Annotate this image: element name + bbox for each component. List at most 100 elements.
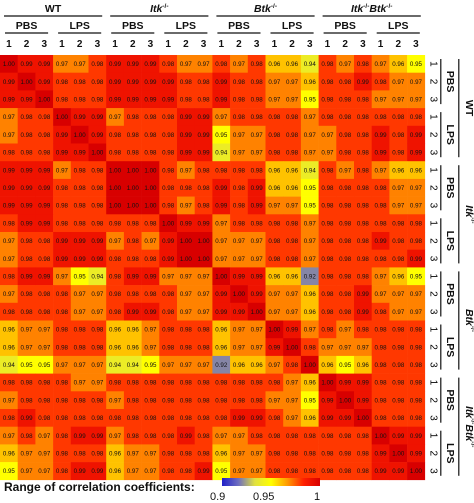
heatmap-cell xyxy=(354,249,372,268)
heatmap-cell xyxy=(53,55,72,73)
heatmap-cell xyxy=(159,391,178,410)
cell-value-label: 0.97 xyxy=(144,344,157,351)
cell-value-label: 0.98 xyxy=(144,433,157,440)
cell-value-label: 0.99 xyxy=(144,96,157,103)
cell-value-label: 0.97 xyxy=(180,273,193,280)
heatmap-cell xyxy=(159,320,178,339)
cell-value-label: 0.98 xyxy=(56,327,69,334)
heatmap-cell xyxy=(0,125,18,144)
cell-value-label: 0.97 xyxy=(268,203,281,210)
heatmap-cell xyxy=(88,108,107,127)
heatmap-cell xyxy=(0,267,18,286)
cell-value-label: 0.98 xyxy=(162,433,175,440)
heatmap-cell xyxy=(194,214,213,233)
cell-value-label: 0.97 xyxy=(251,150,264,157)
heatmap-cell xyxy=(194,90,213,109)
heatmap-cell xyxy=(230,426,249,445)
cell-value-label: 0.97 xyxy=(38,327,51,334)
cell-value-label: 0.98 xyxy=(375,220,388,227)
cell-value-label: 0.94 xyxy=(127,362,140,369)
heatmap-cell xyxy=(336,72,355,91)
cell-value-label: 0.97 xyxy=(268,79,281,86)
cell-value-label: 0.99 xyxy=(410,132,423,139)
cell-value-label: 1.00 xyxy=(3,61,16,68)
heatmap-cell xyxy=(141,55,160,73)
cell-value-label: 0.98 xyxy=(321,238,334,245)
cell-value-label: 1.00 xyxy=(56,114,69,121)
cell-value-label: 0.98 xyxy=(286,150,299,157)
heatmap-cell xyxy=(371,161,390,180)
heatmap-cell xyxy=(300,355,319,374)
heatmap-cell xyxy=(53,373,72,392)
heatmap-cell xyxy=(0,72,18,91)
cell-value-label: 0.98 xyxy=(162,397,175,404)
heatmap-cell xyxy=(407,373,426,392)
cell-value-label: 0.99 xyxy=(3,167,16,174)
cell-value-label: 0.97 xyxy=(144,468,157,475)
cell-value-label: 0.97 xyxy=(410,291,423,298)
heatmap-cell xyxy=(35,444,54,463)
cell-value-label: 0.97 xyxy=(392,79,405,86)
cell-value-label: 0.98 xyxy=(127,256,140,263)
heatmap-cell xyxy=(88,285,107,304)
cell-value-label: 0.96 xyxy=(3,450,16,457)
cell-value-label: 0.98 xyxy=(38,291,51,298)
cell-value-label: 1.00 xyxy=(144,185,157,192)
heatmap-cell xyxy=(159,462,178,481)
cell-value-label: 0.98 xyxy=(21,433,34,440)
heatmap-cell xyxy=(70,338,89,357)
cell-value-label: 0.97 xyxy=(198,61,211,68)
cell-value-label: 0.97 xyxy=(56,167,69,174)
heatmap-cell xyxy=(230,391,249,410)
heatmap-cell xyxy=(371,196,390,215)
cell-value-label: 0.98 xyxy=(268,114,281,121)
heatmap-cell xyxy=(212,161,231,180)
cell-value-label: 0.98 xyxy=(198,167,211,174)
row-replicate-label: 2 xyxy=(427,238,438,244)
heatmap-cell xyxy=(354,444,372,463)
cell-value-label: 0.97 xyxy=(144,327,157,334)
cell-value-label: 0.99 xyxy=(144,309,157,316)
cell-value-label: 0.98 xyxy=(162,468,175,475)
heatmap-cell xyxy=(336,409,355,427)
cell-value-label: 0.99 xyxy=(127,79,140,86)
cell-value-label: 0.98 xyxy=(357,450,370,457)
cell-value-label: 0.99 xyxy=(392,468,405,475)
cell-value-label: 0.99 xyxy=(180,150,193,157)
row-replicate-label: 2 xyxy=(427,132,438,138)
heatmap-cell xyxy=(177,143,195,162)
cell-value-label: 0.98 xyxy=(162,380,175,387)
cell-value-label: 0.98 xyxy=(410,220,423,227)
cell-value-label: 0.96 xyxy=(410,167,423,174)
cell-value-label: 0.97 xyxy=(233,150,246,157)
cell-value-label: 0.98 xyxy=(251,167,264,174)
cell-value-label: 0.99 xyxy=(251,185,264,192)
cell-value-label: 0.98 xyxy=(375,327,388,334)
cell-value-label: 0.99 xyxy=(127,309,140,316)
cell-value-label: 0.98 xyxy=(375,397,388,404)
replicate-label: 3 xyxy=(201,39,207,50)
heatmap-cell xyxy=(265,391,284,410)
cell-value-label: 0.98 xyxy=(410,327,423,334)
heatmap-cell xyxy=(371,249,390,268)
cell-value-label: 0.98 xyxy=(162,185,175,192)
heatmap-cell xyxy=(141,426,160,445)
cell-value-label: 1.00 xyxy=(410,468,423,475)
replicate-label: 2 xyxy=(289,39,295,50)
cell-value-label: 0.98 xyxy=(233,185,246,192)
cell-value-label: 0.98 xyxy=(21,309,34,316)
heatmap-cell xyxy=(212,462,231,481)
heatmap-cell xyxy=(407,232,426,250)
heatmap-cell xyxy=(141,285,160,304)
cell-value-label: 0.97 xyxy=(339,327,352,334)
heatmap-cell xyxy=(247,302,266,321)
heatmap-cell xyxy=(318,302,337,321)
row-replicate-label: 1 xyxy=(427,327,438,333)
cell-value-label: 0.97 xyxy=(21,468,34,475)
heatmap-cell xyxy=(194,249,213,268)
heatmap-cell xyxy=(159,143,178,162)
cell-value-label: 0.98 xyxy=(3,220,16,227)
cell-value-label: 0.99 xyxy=(251,291,264,298)
heatmap-cell xyxy=(212,409,231,427)
heatmap-cell xyxy=(70,462,89,481)
